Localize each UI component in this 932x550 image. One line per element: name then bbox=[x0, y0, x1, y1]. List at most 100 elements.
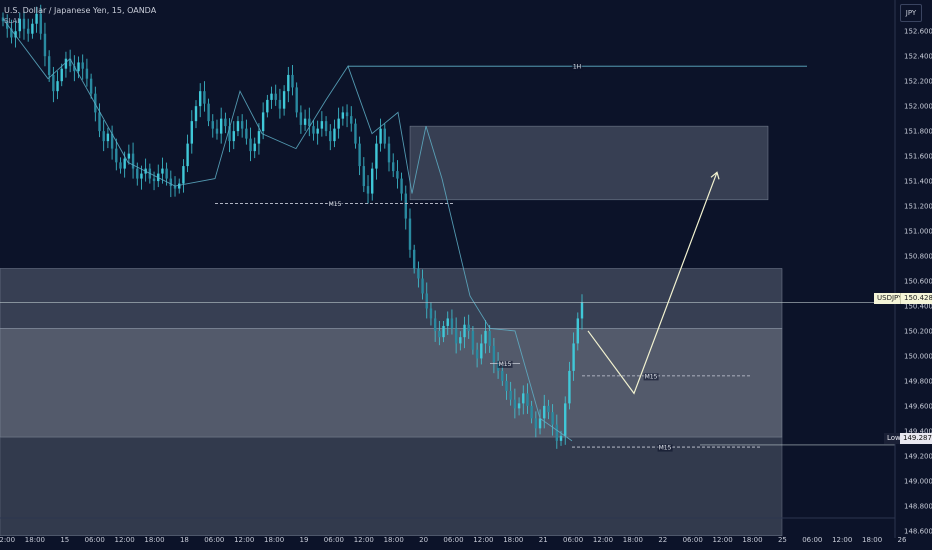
candle-body bbox=[404, 193, 407, 219]
mid-demand bbox=[0, 328, 783, 438]
price-tick-label: 149.800 bbox=[904, 377, 932, 385]
candle-body bbox=[257, 131, 261, 144]
price-tick-label: 152.400 bbox=[904, 53, 932, 61]
m15-label-c-bg bbox=[643, 373, 659, 381]
candle-body bbox=[463, 324, 466, 338]
candle-body bbox=[207, 103, 210, 122]
candle-body bbox=[131, 153, 135, 169]
candle-body bbox=[186, 143, 189, 167]
price-tick-label: 149.600 bbox=[904, 402, 932, 410]
candle-body bbox=[73, 66, 76, 72]
candle-body bbox=[295, 87, 298, 113]
upper-demand bbox=[0, 268, 783, 329]
candle-body bbox=[274, 93, 277, 100]
candle-body bbox=[543, 405, 546, 419]
candle-body bbox=[450, 318, 454, 329]
candle-body bbox=[442, 325, 445, 338]
price-tick-label: 151.600 bbox=[904, 153, 932, 161]
candle-body bbox=[173, 186, 177, 189]
candle-body bbox=[480, 343, 483, 359]
candle-body bbox=[253, 143, 256, 152]
candle-body bbox=[43, 33, 47, 57]
candle-body bbox=[119, 162, 122, 169]
lower-demand bbox=[0, 436, 783, 537]
price-tick-label: 150.600 bbox=[904, 277, 932, 285]
candle-body bbox=[438, 330, 441, 338]
price-tick-label: 149.400 bbox=[904, 427, 932, 435]
candle-body bbox=[18, 18, 21, 32]
candle-body bbox=[232, 131, 235, 142]
candle-body bbox=[287, 74, 290, 92]
time-tick-label: 18:00 bbox=[144, 536, 164, 544]
time-tick-label: 18:00 bbox=[25, 536, 45, 544]
m15-label-d-bg bbox=[657, 444, 673, 452]
candle-body bbox=[136, 168, 139, 179]
time-tick-label: 19 bbox=[300, 536, 309, 544]
candle-body bbox=[366, 186, 370, 194]
time-tick-label: 26 bbox=[898, 536, 907, 544]
price-tick-label: 151.400 bbox=[904, 178, 932, 186]
candle-body bbox=[261, 112, 265, 132]
candle-body bbox=[236, 121, 240, 132]
candle-body bbox=[89, 78, 93, 94]
candle-body bbox=[245, 128, 248, 139]
m15-label-d: M15 bbox=[659, 445, 672, 452]
time-tick-label: 15 bbox=[60, 536, 69, 544]
candle-body bbox=[538, 418, 542, 429]
candle-body bbox=[484, 330, 487, 344]
time-tick-label: 20 bbox=[419, 536, 428, 544]
candle-body bbox=[509, 390, 512, 400]
symbol-title: U.S. Dollar / Japanese Yen, 15, OANDA bbox=[4, 6, 157, 15]
time-tick-label: 12:00 bbox=[832, 536, 852, 544]
candle-body bbox=[169, 178, 173, 187]
currency-button[interactable]: JPY bbox=[900, 4, 922, 22]
time-tick-label: 12:00 bbox=[234, 536, 254, 544]
candle-body bbox=[270, 93, 273, 100]
candle-body bbox=[64, 58, 68, 69]
price-tick-label: 150.800 bbox=[904, 253, 932, 261]
candle-body bbox=[358, 143, 361, 167]
time-tick-label: 18:00 bbox=[862, 536, 882, 544]
candle-body bbox=[165, 168, 168, 179]
candle-body bbox=[68, 58, 72, 67]
candle-body bbox=[391, 162, 395, 172]
candle-body bbox=[350, 116, 353, 124]
candle-body bbox=[362, 166, 366, 187]
candle-body bbox=[492, 345, 496, 363]
candle-body bbox=[572, 343, 575, 371]
candle-body bbox=[303, 118, 307, 125]
candle-body bbox=[152, 178, 156, 182]
time-tick-label: 18:00 bbox=[623, 536, 643, 544]
candle-body bbox=[446, 318, 449, 326]
candle-body bbox=[517, 403, 521, 409]
structure-line bbox=[2, 18, 573, 442]
candle-body bbox=[354, 123, 357, 144]
candle-body bbox=[400, 178, 403, 194]
time-tick-label: 12:00 bbox=[115, 536, 135, 544]
low-value-tag: 149.287 bbox=[900, 433, 932, 444]
candle-body bbox=[194, 106, 198, 122]
candle-body bbox=[412, 249, 416, 269]
candle-body bbox=[429, 308, 433, 319]
candle-body bbox=[198, 91, 202, 107]
candle-body bbox=[383, 128, 387, 144]
indicator-label: SLAI bbox=[4, 17, 20, 25]
time-tick-label: 22 bbox=[658, 536, 667, 544]
price-tick-label: 149.000 bbox=[904, 477, 932, 485]
time-tick-label: 12:00 bbox=[713, 536, 733, 544]
candle-body bbox=[417, 268, 420, 279]
candle-body bbox=[110, 133, 114, 149]
candle-body bbox=[312, 126, 315, 134]
candle-body bbox=[408, 218, 412, 250]
candle-body bbox=[421, 278, 424, 294]
candle-body bbox=[513, 399, 517, 409]
candle-body bbox=[98, 112, 101, 132]
candle-body bbox=[115, 148, 118, 163]
candle-body bbox=[459, 337, 462, 344]
candle-body bbox=[333, 128, 336, 142]
candle-body bbox=[371, 168, 374, 194]
time-tick-label: 21 bbox=[539, 536, 548, 544]
time-tick-label: 06:00 bbox=[443, 536, 463, 544]
candle-body bbox=[106, 133, 110, 142]
